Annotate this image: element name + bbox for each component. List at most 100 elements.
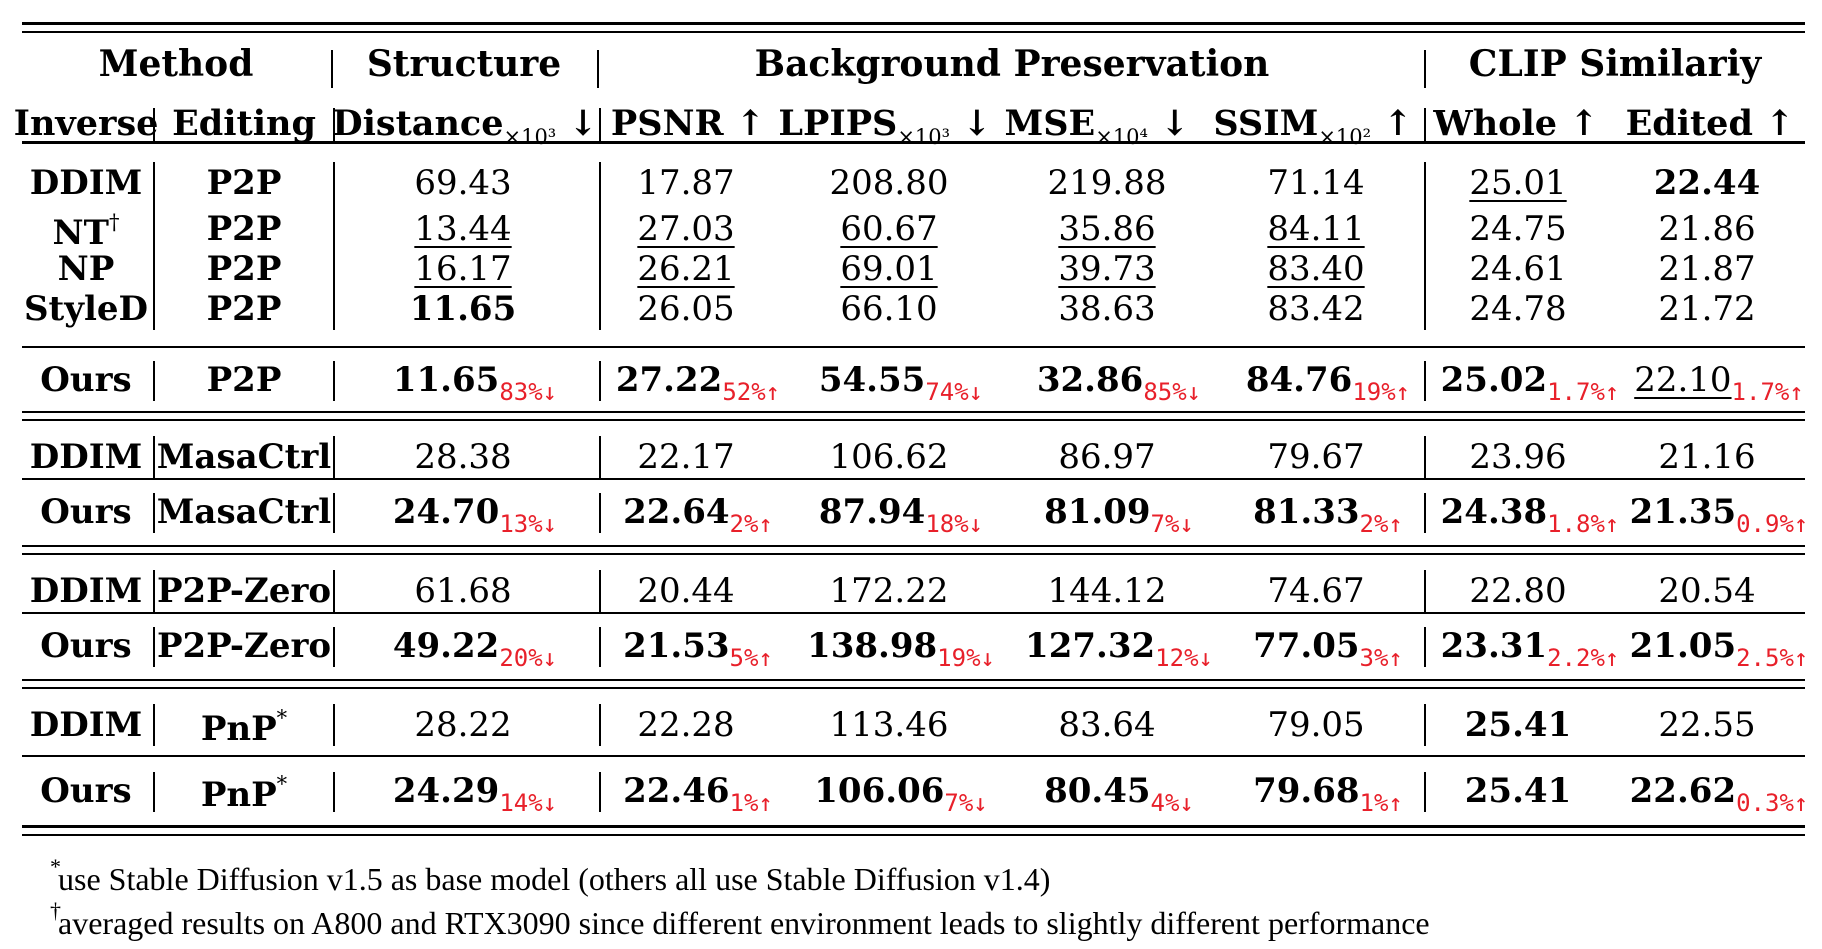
bottom-rule-1	[22, 825, 1805, 828]
header-column-row: Inverse Editing Distance×10³ ↓ PSNR ↑ LP…	[0, 103, 1822, 149]
cell-mse: 127.3212%↓	[1025, 629, 1213, 670]
cell-whole: 24.61	[1469, 249, 1567, 289]
cell-edited-value: 21.05	[1629, 626, 1737, 666]
cell-whole: 24.78	[1469, 289, 1567, 329]
cell-whole-value: 23.31	[1440, 626, 1548, 666]
cell-psnr-delta: 1%↑	[729, 789, 773, 817]
cell-edited-delta: 0.9%↑	[1736, 510, 1809, 538]
cell-lpips: 54.5574%↓	[819, 363, 983, 404]
row-sep-g2-1	[333, 570, 335, 612]
cell-psnr: 21.535%↑	[623, 629, 773, 670]
cell-psnr-value: 22.64	[623, 492, 730, 532]
table-row-ours: Ours P2P 11.6583%↓ 27.2252%↑ 54.5574%↓ 32.868…	[0, 360, 1822, 406]
footnote-2: averaged results on A800 and RTX3090 sin…	[58, 905, 1430, 941]
cell-psnr-delta: 2%↑	[729, 510, 773, 538]
cell-distance: 24.2914%↓	[393, 774, 557, 815]
table-row: DDIM P2P-Zero 61.68 20.44 172.22 144.12 74.67 2…	[0, 574, 1822, 614]
cell-mse-delta: 12%↓	[1155, 644, 1213, 672]
cell-ssim: 77.053%↑	[1253, 629, 1403, 670]
cell-distance-delta: 20%↓	[499, 644, 558, 672]
table-row: DDIM PnP* 28.22 22.28 113.46 83.64 79.05 25.41 2…	[0, 708, 1822, 748]
cell-mse: 86.97	[1058, 437, 1156, 477]
cell-psnr-value: 22.46	[623, 771, 730, 811]
group-structure: Structure	[366, 43, 562, 85]
cell-lpips: 138.9819%↓	[807, 629, 995, 670]
cell-lpips-value: 106.06	[814, 771, 945, 811]
cell-ssim: 71.14	[1267, 163, 1365, 203]
cell-mse: 35.86	[1058, 209, 1156, 249]
cell-psnr-value: 27.22	[615, 360, 723, 400]
cell-lpips: 208.80	[829, 163, 949, 203]
top-rule-2	[22, 31, 1805, 33]
group-rule-3a	[22, 679, 1805, 681]
cell-whole-value: 25.02	[1440, 360, 1548, 400]
ours-sep-g1-3	[1424, 493, 1426, 533]
group-clip: CLIP Similariy	[1468, 43, 1762, 85]
cell-mse-value: 127.32	[1025, 626, 1156, 666]
row-rule-4	[22, 755, 1805, 757]
cell-editing: PnP*	[200, 706, 288, 749]
cell-distance: 49.2220%↓	[393, 629, 557, 670]
row-rule-3	[22, 612, 1805, 614]
cell-inverse: Ours	[40, 626, 132, 666]
cell-edited: 20.54	[1658, 571, 1756, 611]
row-sep-g1-0	[153, 436, 155, 478]
row-sep-g0-0	[153, 162, 155, 330]
row-rule-1	[22, 346, 1805, 348]
cell-psnr: 27.2252%↑	[616, 363, 780, 404]
cell-editing: P2P-Zero	[156, 626, 332, 666]
cell-distance-value: 24.29	[392, 771, 500, 811]
row-sep-g3-2	[599, 704, 601, 746]
cell-mse: 39.73	[1058, 249, 1156, 289]
cell-lpips-value: 54.55	[818, 360, 926, 400]
cell-lpips-delta: 7%↓	[944, 789, 988, 817]
cell-inverse-sup: †	[108, 210, 120, 234]
cell-editing: P2P	[206, 289, 282, 329]
cell-psnr: 26.21	[637, 249, 735, 289]
cell-edited: 22.101.7%↑	[1634, 363, 1804, 404]
footnote-mark-2: †	[50, 898, 61, 923]
cell-ssim: 74.67	[1267, 571, 1365, 611]
ours-sep-g3-0	[153, 772, 155, 812]
cell-lpips: 106.067%↓	[814, 774, 987, 815]
cell-whole-delta: 1.7%↑	[1547, 378, 1620, 406]
cell-lpips-delta: 74%↓	[925, 378, 984, 406]
top-rule-1	[22, 22, 1805, 25]
table-row-ours: Ours MasaCtrl 24.7013%↓ 22.642%↑ 87.9418%↓ 81…	[0, 492, 1822, 538]
row-sep-g1-2	[599, 436, 601, 478]
cell-mse: 81.097%↓	[1044, 495, 1194, 536]
cell-ssim: 81.332%↑	[1253, 495, 1403, 536]
cell-lpips-delta: 19%↓	[937, 644, 995, 672]
ours-sep-g3-2	[599, 772, 601, 812]
cell-mse-delta: 7%↓	[1150, 510, 1194, 538]
bottom-rule-2	[22, 834, 1805, 836]
cell-mse-delta: 4%↓	[1150, 789, 1194, 817]
cell-lpips: 106.62	[829, 437, 949, 477]
cell-psnr-delta: 52%↑	[722, 378, 781, 406]
cell-edited-delta: 2.5%↑	[1736, 644, 1809, 672]
cell-edited: 21.87	[1658, 249, 1756, 289]
cell-whole: 24.75	[1469, 209, 1567, 249]
cell-lpips: 69.01	[840, 249, 938, 289]
cell-psnr: 22.642%↑	[623, 495, 773, 536]
ours-sep-g0-0	[153, 361, 155, 401]
col-edited: Edited ↑	[1625, 103, 1795, 144]
cell-distance-value: 11.65	[392, 360, 500, 400]
cell-mse-value: 80.45	[1044, 771, 1151, 811]
hdr-sep-1	[331, 50, 333, 88]
cell-distance: 28.38	[414, 437, 512, 477]
cell-editing: P2P	[206, 360, 282, 400]
cell-whole-delta: 2.2%↑	[1547, 644, 1620, 672]
cell-lpips-value: 87.94	[818, 492, 926, 532]
group-rule-1b	[22, 419, 1805, 421]
cell-whole-delta: 1.8%↑	[1547, 510, 1620, 538]
hdr-sep-3	[1424, 50, 1426, 88]
cell-inverse: DDIM	[29, 437, 143, 477]
cell-distance: 24.7013%↓	[393, 495, 557, 536]
footnote-mark-1: *	[50, 854, 61, 879]
cell-distance-delta: 13%↓	[499, 510, 558, 538]
group-rule-2a	[22, 545, 1805, 547]
col-lpips: LPIPS×10³ ↓	[778, 103, 992, 149]
cell-psnr: 20.44	[637, 571, 735, 611]
cell-ssim: 84.7619%↑	[1246, 363, 1410, 404]
